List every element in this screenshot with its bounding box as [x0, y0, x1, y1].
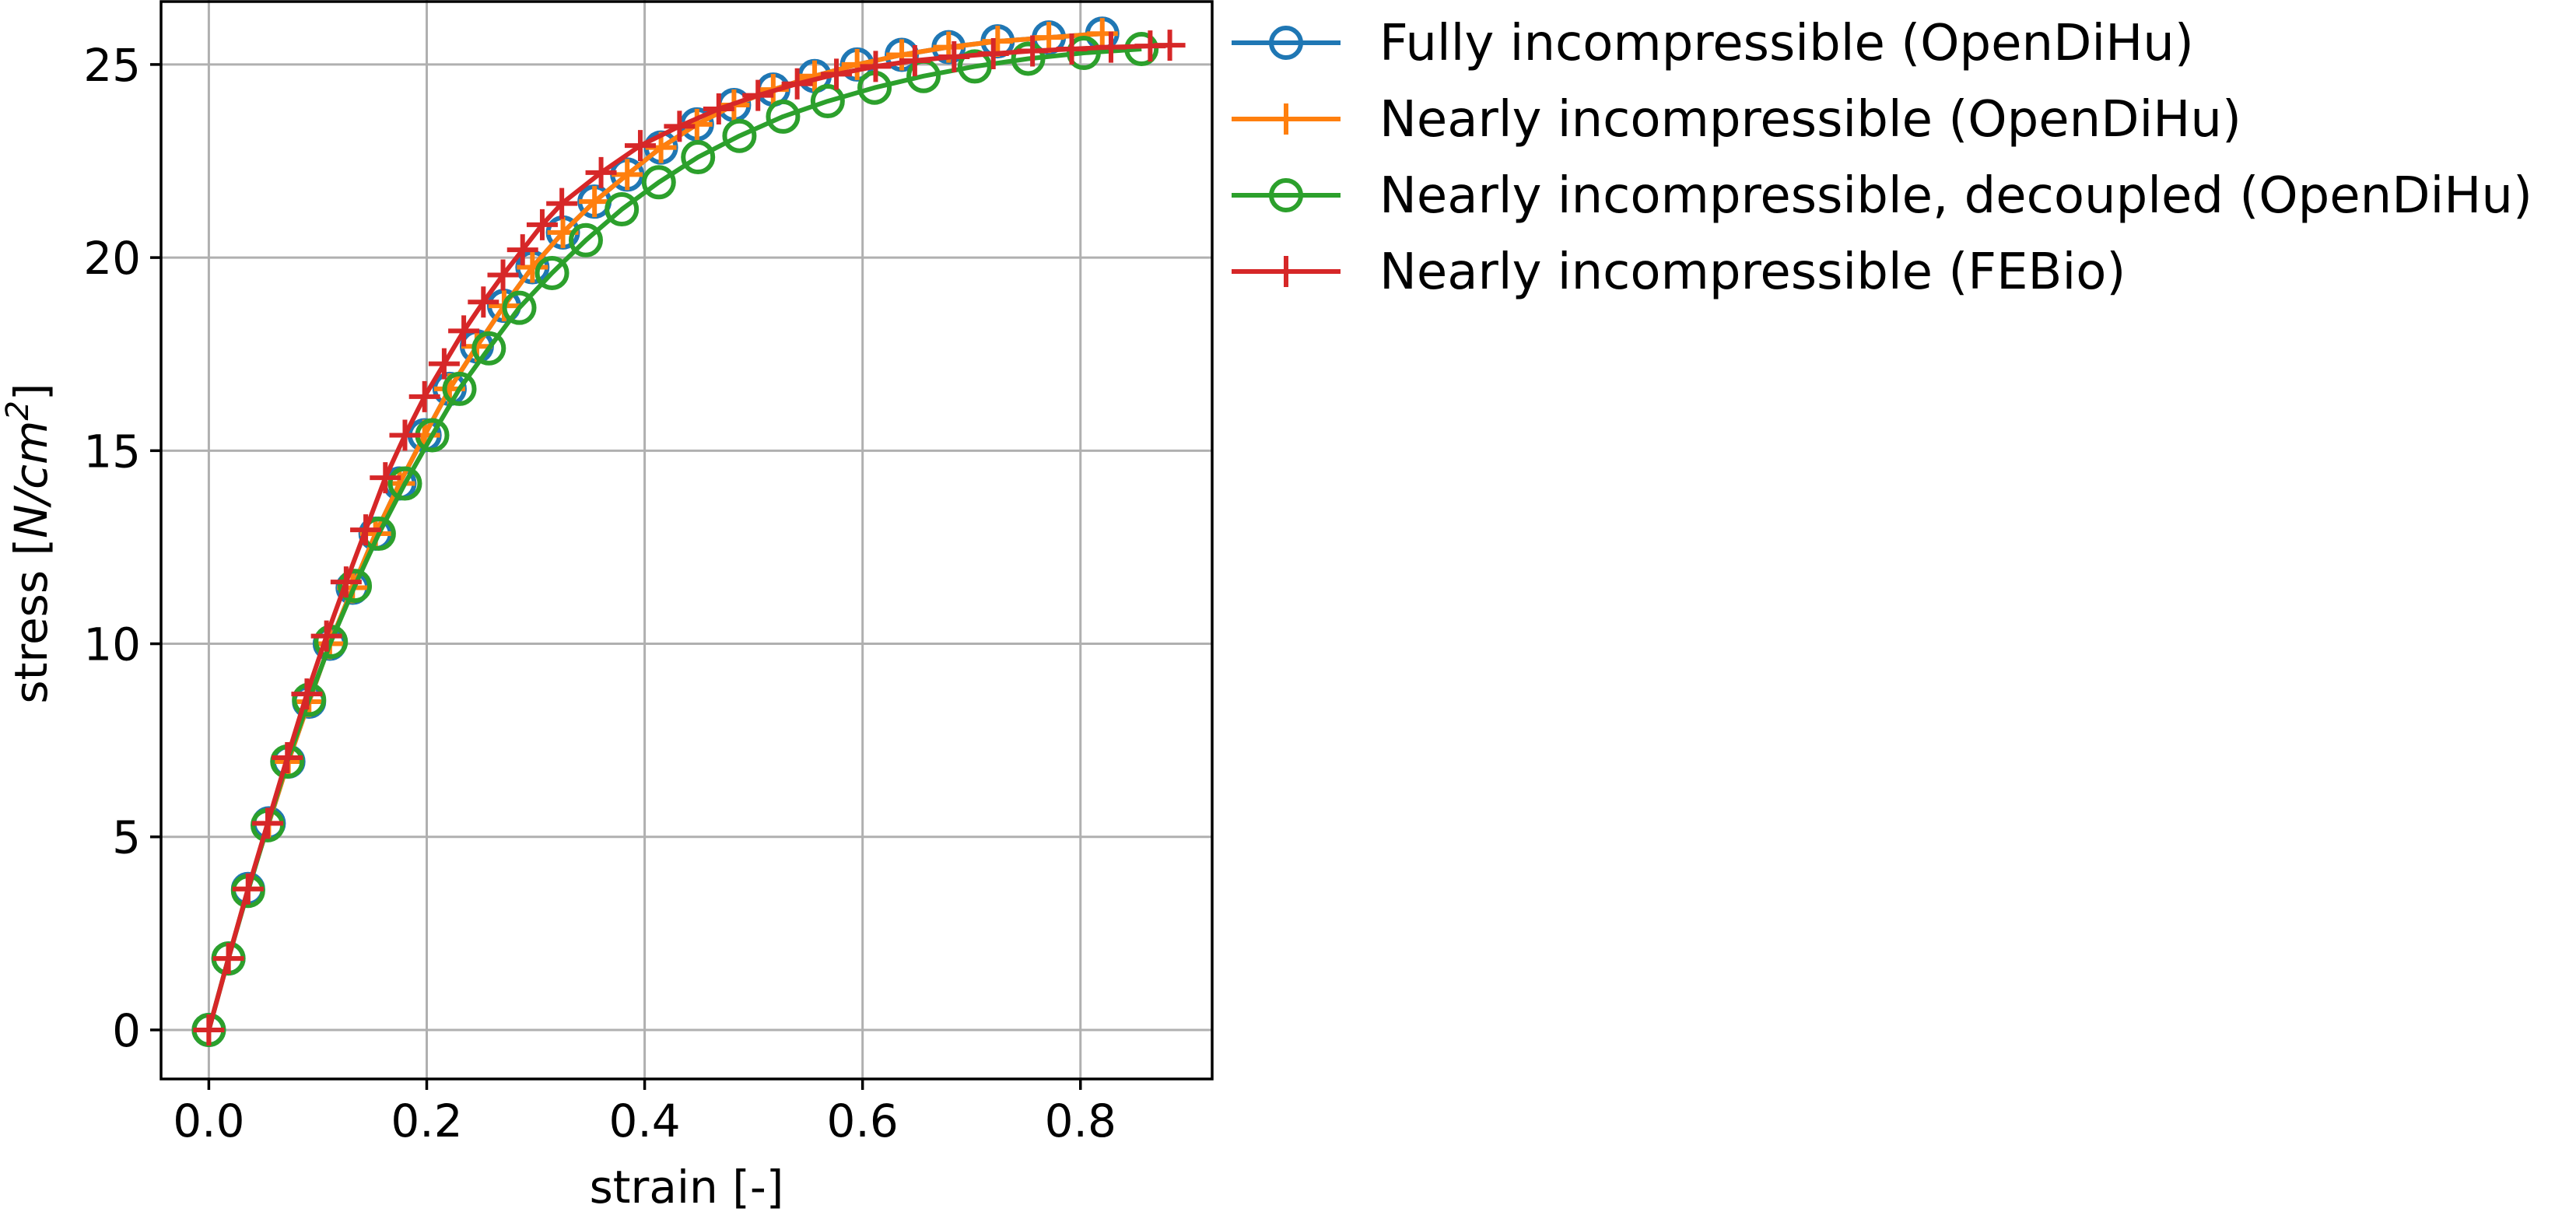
data-point [624, 130, 656, 162]
data-point [1124, 32, 1159, 67]
y-axis-label-suffix: ] [5, 383, 58, 401]
y-tick-label: 20 [83, 232, 141, 285]
data-point [886, 39, 918, 71]
data-point [605, 192, 640, 227]
plot-frame [159, 0, 1214, 1081]
data-point [1066, 36, 1101, 71]
data-point [821, 58, 853, 90]
x-tick-label: 0.8 [1045, 1095, 1116, 1147]
data-point [579, 186, 611, 218]
legend-marker [1269, 178, 1303, 212]
data-point [703, 93, 734, 124]
legend: Fully incompressible (OpenDiHu) Nearly in… [1232, 15, 2532, 301]
data-point [517, 251, 548, 283]
data-point [766, 99, 801, 134]
data-point [1056, 33, 1088, 65]
plot-series [191, 16, 1186, 1047]
data-point [442, 371, 477, 406]
data-point [428, 348, 460, 380]
y-tick-label: 0 [112, 1004, 141, 1057]
data-point [272, 741, 303, 773]
legend-label: Nearly incompressible, decoupled (OpenDi… [1379, 167, 2532, 225]
data-point [252, 807, 284, 839]
data-point [471, 331, 506, 366]
x-tick-label: 0.0 [173, 1095, 244, 1147]
data-point [291, 678, 323, 710]
data-point [487, 259, 519, 291]
legend-marker [1270, 256, 1302, 287]
legend-entry: Nearly incompressible, decoupled (OpenDi… [1232, 167, 2532, 225]
data-point [664, 110, 696, 142]
data-point [742, 79, 774, 111]
series-line [206, 47, 1142, 1031]
x-tick-label: 0.2 [391, 1095, 462, 1147]
series-4 [193, 30, 1186, 1046]
y-tick-label: 15 [83, 425, 141, 478]
data-point [330, 566, 362, 598]
legend-entry: Nearly incompressible (OpenDiHu) [1232, 91, 2241, 149]
data-point [468, 286, 499, 318]
data-point [585, 156, 617, 188]
legend-entry: Fully incompressible (OpenDiHu) [1232, 15, 2194, 72]
y-axis-label: stress [N/cm2] [0, 383, 58, 703]
data-point [448, 315, 480, 347]
data-point [193, 1014, 225, 1046]
legend-entry: Nearly incompressible (FEBio) [1232, 243, 2126, 301]
data-point [612, 159, 643, 191]
series-3 [191, 32, 1159, 1047]
x-tick-label: 0.4 [608, 1095, 680, 1147]
x-axis-label: strain [-] [590, 1161, 784, 1212]
data-point [370, 462, 401, 494]
data-point [1017, 35, 1049, 67]
series-line [206, 43, 1170, 1031]
data-point [681, 140, 716, 175]
y-axis-label-unit: N/cm [5, 421, 58, 538]
series-2 [193, 18, 1118, 1046]
data-point [526, 208, 558, 240]
data-point [546, 187, 578, 219]
legend-label: Nearly incompressible (FEBio) [1379, 243, 2126, 301]
data-point [810, 84, 845, 119]
legend-label: Fully incompressible (OpenDiHu) [1379, 15, 2194, 72]
data-point [212, 943, 244, 975]
data-point [350, 514, 382, 546]
data-point [1011, 41, 1046, 76]
y-axis-ticks: 0 5 10 15 20 25 [83, 39, 161, 1057]
data-point [722, 118, 757, 153]
data-point [389, 419, 421, 451]
data-point [977, 38, 1009, 70]
data-point [310, 620, 342, 652]
data-point [938, 40, 970, 72]
data-point [957, 49, 992, 84]
legend-marker [1270, 103, 1302, 135]
y-tick-label: 5 [112, 811, 141, 864]
data-point [387, 466, 422, 501]
data-point [860, 51, 892, 82]
y-axis-label-exponent: 2 [0, 401, 36, 420]
data-point [568, 222, 603, 257]
legend-label: Nearly incompressible (OpenDiHu) [1379, 91, 2241, 149]
series-1 [191, 16, 1120, 1047]
y-tick-label: 25 [83, 39, 141, 92]
data-point [1154, 30, 1186, 61]
y-axis-label-prefix: stress [ [5, 538, 58, 704]
data-point [408, 380, 440, 412]
x-axis-ticks: 0.0 0.2 0.4 0.6 0.8 [173, 1079, 1116, 1147]
data-point [899, 44, 931, 76]
data-point [781, 68, 813, 100]
legend-marker [1269, 26, 1303, 60]
data-point [338, 569, 373, 604]
y-tick-label: 10 [83, 618, 141, 671]
data-point [641, 165, 676, 200]
data-point [534, 255, 570, 290]
data-point [502, 290, 537, 325]
data-point [232, 873, 264, 905]
x-tick-label: 0.6 [827, 1095, 899, 1147]
data-point [1095, 31, 1127, 63]
data-point [506, 234, 538, 266]
